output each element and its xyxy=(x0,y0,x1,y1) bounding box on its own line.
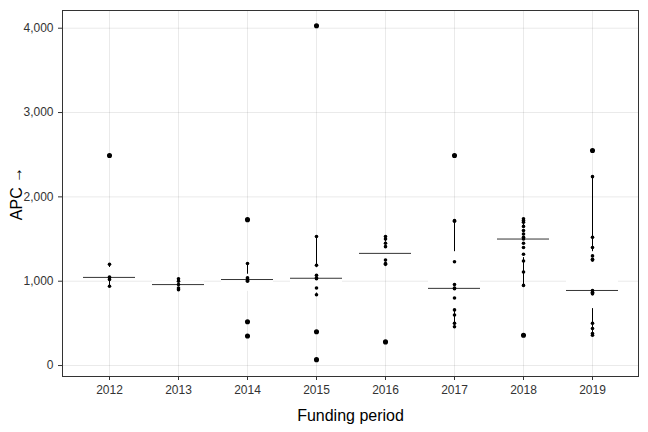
svg-text:2015: 2015 xyxy=(303,383,330,397)
svg-text:2017: 2017 xyxy=(441,383,468,397)
svg-text:1,000: 1,000 xyxy=(23,274,53,288)
svg-text:0: 0 xyxy=(47,358,54,372)
svg-text:4,000: 4,000 xyxy=(23,21,53,35)
svg-text:Funding period: Funding period xyxy=(297,407,404,424)
svg-text:2016: 2016 xyxy=(372,383,399,397)
svg-text:2013: 2013 xyxy=(165,383,192,397)
svg-text:2018: 2018 xyxy=(510,383,537,397)
svg-text:2019: 2019 xyxy=(579,383,606,397)
svg-text:APC →: APC → xyxy=(8,167,25,220)
svg-text:2012: 2012 xyxy=(96,383,123,397)
svg-text:3,000: 3,000 xyxy=(23,105,53,119)
svg-text:2,000: 2,000 xyxy=(23,190,53,204)
svg-text:2014: 2014 xyxy=(234,383,261,397)
